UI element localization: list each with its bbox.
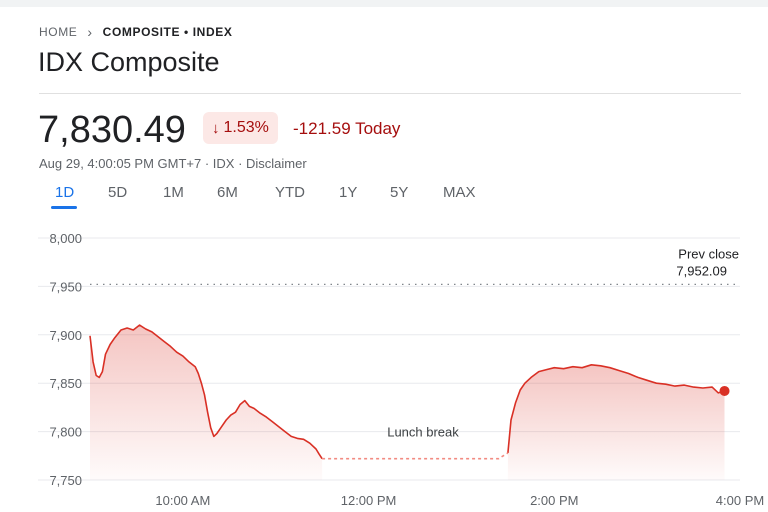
y-tick-label: 7,800 (49, 425, 82, 440)
page-title: IDX Composite (38, 47, 220, 77)
area-fill-morning (90, 325, 323, 480)
breadcrumb-home[interactable]: HOME (39, 25, 78, 39)
change-percent-badge: ↓ 1.53% (203, 112, 278, 144)
change-percent: 1.53% (223, 119, 269, 136)
current-price: 7,830.49 (38, 109, 186, 151)
tab-5y[interactable]: 5Y (390, 184, 409, 201)
price-line-morning (89, 324, 323, 460)
x-tick-label: 4:00 PM (716, 493, 764, 508)
breadcrumb-current: COMPOSITE • INDEX (102, 25, 233, 39)
tab-1y[interactable]: 1Y (339, 184, 358, 201)
y-tick-label: 8,000 (49, 231, 82, 246)
top-bar (0, 0, 768, 7)
area-fill-afternoon (507, 364, 725, 480)
prev-close-label: Prev close (678, 246, 739, 261)
tab-6m[interactable]: 6M (217, 184, 238, 201)
y-tick-label: 7,900 (49, 328, 82, 343)
last-price-point (719, 385, 730, 396)
y-tick-label: 7,850 (49, 376, 82, 391)
y-tick-label: 7,950 (49, 279, 82, 294)
lunch-break-connector (322, 452, 509, 460)
tab-ytd[interactable]: YTD (275, 184, 305, 201)
tab-max[interactable]: MAX (443, 184, 476, 201)
change-absolute: -121.59 Today (293, 119, 401, 138)
chevron-right-icon: › (87, 24, 93, 40)
tab-1m[interactable]: 1M (163, 184, 184, 201)
arrow-down-icon: ↓ (212, 119, 220, 137)
breadcrumb: HOME › COMPOSITE • INDEX (39, 25, 232, 39)
x-tick-label: 2:00 PM (530, 493, 578, 508)
divider (39, 93, 741, 94)
x-tick-label: 12:00 PM (341, 493, 397, 508)
x-tick-label: 10:00 AM (155, 493, 210, 508)
price-line-afternoon (507, 364, 725, 453)
active-tab-indicator (51, 206, 77, 209)
price-chart[interactable]: 8,000 7,950 7,900 7,850 7,800 7,750 10:00 AM 12… (0, 222, 768, 512)
prev-close-value: 7,952.09 (676, 263, 727, 278)
quote-timestamp: Aug 29, 4:00:05 PM GMT+7 · IDX · Disclai… (39, 156, 307, 171)
tab-1d[interactable]: 1D (55, 184, 75, 201)
tab-5d[interactable]: 5D (108, 184, 128, 201)
lunch-break-label: Lunch break (387, 425, 459, 440)
y-tick-label: 7,750 (49, 473, 82, 488)
